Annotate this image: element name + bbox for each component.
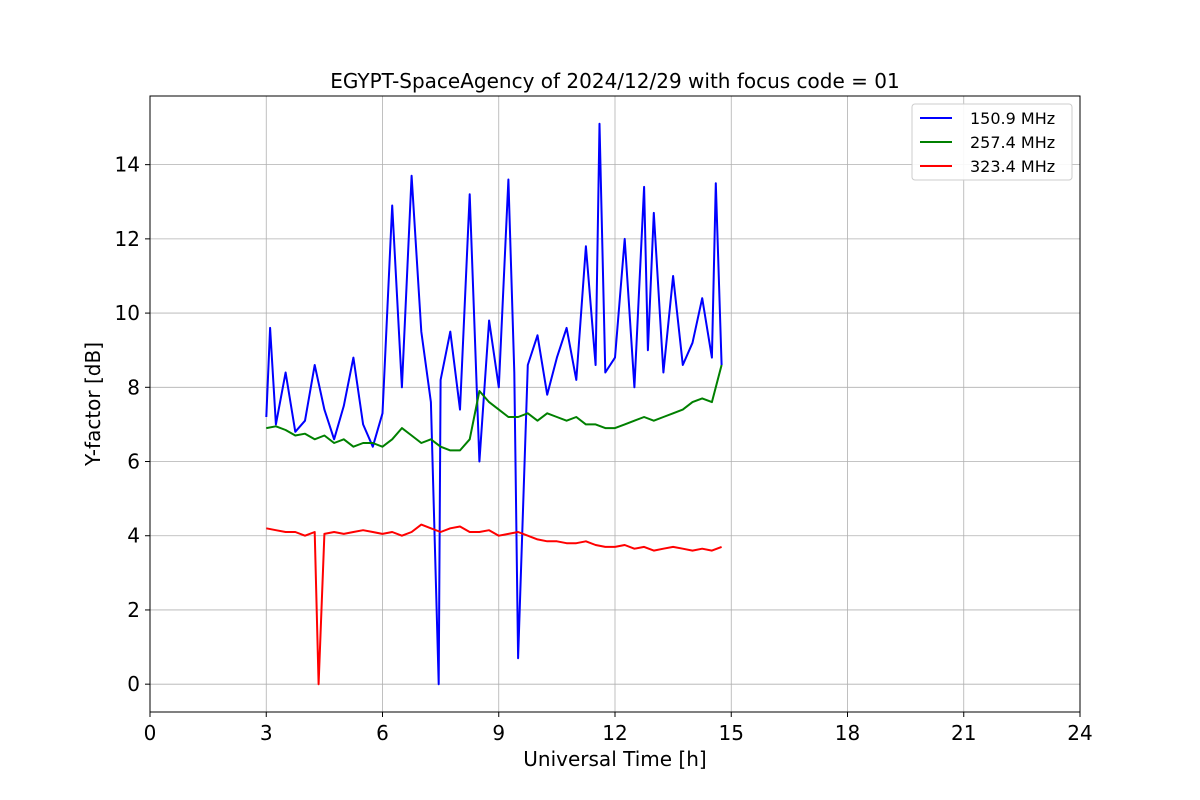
legend-label: 323.4 MHz	[970, 157, 1055, 176]
x-tick-label: 3	[260, 721, 273, 745]
y-tick-label: 4	[127, 524, 140, 548]
legend-label: 257.4 MHz	[970, 133, 1055, 152]
x-tick-label: 12	[602, 721, 627, 745]
y-axis-label: Y-factor [dB]	[81, 342, 105, 467]
x-axis-label: Universal Time [h]	[523, 747, 706, 771]
x-tick-label: 0	[144, 721, 157, 745]
y-tick-label: 10	[115, 301, 140, 325]
series-line-2	[266, 364, 723, 452]
y-tick-label: 8	[127, 375, 140, 399]
x-tick-label: 21	[951, 721, 976, 745]
legend-label: 150.9 MHz	[970, 109, 1055, 128]
legend-box	[911, 103, 1073, 181]
x-tick-label: 6	[376, 721, 389, 745]
x-tick-label: 24	[1067, 721, 1092, 745]
series-line-3	[266, 523, 722, 686]
y-tick-label: 6	[127, 450, 140, 474]
x-tick-label: 15	[719, 721, 744, 745]
x-tick-label: 18	[835, 721, 860, 745]
chart-title: EGYPT-SpaceAgency of 2024/12/29 with foc…	[330, 69, 899, 93]
series-line-1	[265, 122, 723, 686]
y-tick-label: 0	[127, 672, 140, 696]
legend: 150.9 MHz 257.4 MHz 323.4 MHz	[911, 103, 1073, 181]
y-tick-label: 2	[127, 598, 140, 622]
y-tick-label: 12	[115, 227, 140, 251]
series-layer	[265, 122, 723, 686]
x-tick-label: 9	[492, 721, 505, 745]
y-tick-label: 14	[115, 153, 140, 177]
